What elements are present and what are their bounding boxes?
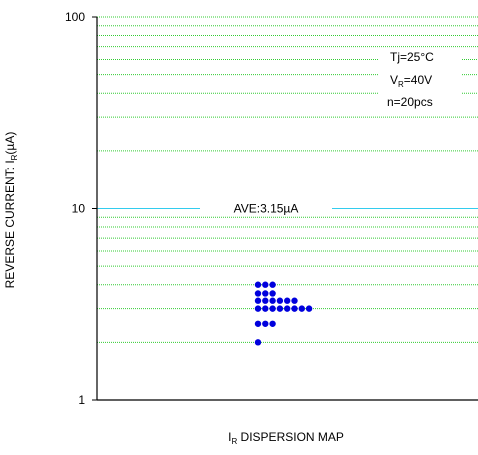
data-point (291, 305, 298, 312)
y-axis-label: REVERSE CURRENT: IR(µA) (3, 132, 19, 289)
annotation-vr: VR=40V (390, 73, 432, 89)
data-point (262, 297, 269, 304)
data-point (276, 305, 284, 312)
grid (97, 16, 478, 343)
data-point (276, 297, 284, 304)
conditions-annotation: Tj=25°C VR=40V n=20pcs (387, 50, 434, 109)
data-point (254, 281, 262, 288)
average-label: AVE:3.15µA (234, 202, 299, 216)
data-point (291, 297, 298, 304)
data-point (262, 305, 269, 312)
data-point (305, 305, 313, 312)
data-point (254, 297, 262, 304)
data-point (284, 297, 291, 304)
y-ticks: 1 10 100 (65, 10, 97, 407)
annotation-n: n=20pcs (387, 95, 433, 109)
data-point (284, 305, 291, 312)
data-point (269, 305, 276, 312)
x-axis-label: IR DISPERSION MAP (228, 430, 344, 446)
data-point (254, 290, 262, 297)
data-point (254, 339, 262, 346)
y-tick-label: 100 (65, 10, 85, 24)
average-line-group: AVE:3.15µA (97, 202, 478, 216)
data-point (269, 281, 276, 288)
data-point (254, 305, 262, 312)
data-point (269, 320, 276, 327)
annotation-tj: Tj=25°C (390, 50, 434, 64)
data-point (269, 297, 276, 304)
data-point (262, 281, 269, 288)
data-points (254, 281, 313, 346)
data-point (262, 320, 269, 327)
data-point (254, 320, 262, 327)
data-point (269, 290, 276, 297)
y-tick-label: 10 (72, 202, 86, 216)
data-point (298, 305, 305, 312)
y-tick-label: 1 (78, 393, 85, 407)
data-point (262, 290, 269, 297)
